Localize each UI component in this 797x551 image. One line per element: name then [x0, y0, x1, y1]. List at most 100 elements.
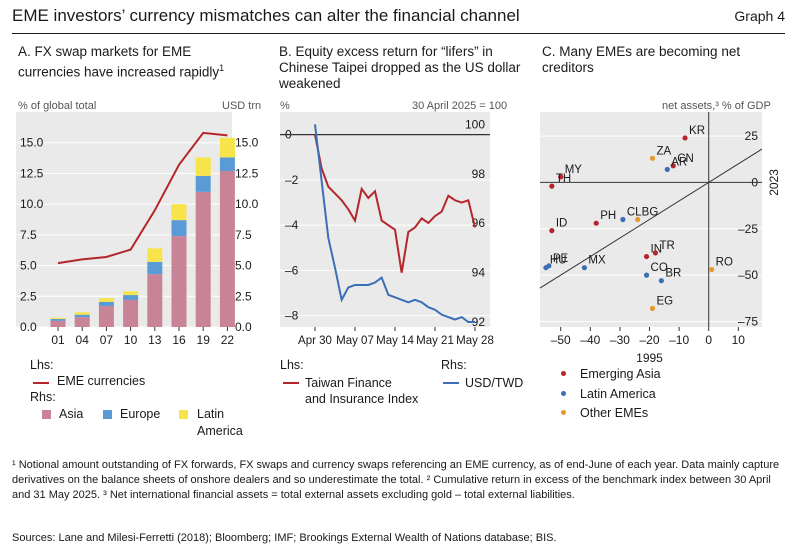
panel-c-x-tick: –20 [640, 333, 660, 347]
bar-asia [219, 170, 235, 327]
panel-a-right-tick: 5.0 [235, 259, 252, 273]
bar-europe [171, 220, 187, 237]
footnotes: ¹ Notional amount outstanding of FX forw… [12, 459, 780, 501]
panel-a-right-tick: 0.0 [235, 320, 252, 334]
line-taiwan-finance [314, 134, 476, 273]
point-label-id: ID [556, 218, 568, 230]
panel-b-x-tick: Apr 30 [298, 335, 332, 347]
bar-latin-america [98, 298, 114, 302]
legend-usd-twd: USD/TWD [465, 376, 524, 390]
point-kr [682, 135, 688, 141]
point-label-tr: TR [659, 240, 674, 252]
point-label-hu: HU [550, 255, 567, 267]
panel-b-x-tick: May 07 [336, 335, 374, 347]
point-label-za: ZA [656, 145, 671, 157]
header-rule [12, 33, 785, 34]
point-ph [593, 220, 599, 226]
bar-latin-america [123, 291, 139, 296]
graph-title: EME investors’ currency mismatches can a… [12, 6, 520, 25]
panel-a-x-tick: 22 [221, 333, 235, 347]
panel-c-y-tick: –50 [738, 268, 758, 282]
point-eg [649, 305, 656, 312]
point-label-eg: EG [656, 295, 673, 307]
point-in [643, 253, 650, 260]
panel-a-left-tick: 12.5 [20, 166, 44, 180]
panel-a-left-unit: % of global total [18, 100, 97, 112]
legend-asia: Asia [59, 407, 84, 421]
legend-europe-swatch [103, 410, 112, 419]
bar-europe [195, 175, 211, 192]
point-ro [709, 266, 715, 273]
point-label-br: BR [665, 268, 681, 280]
bar-latin-america [50, 317, 66, 320]
point-label-mx: MX [588, 255, 606, 267]
point-mx [581, 265, 587, 271]
bar-europe [219, 157, 235, 171]
point-label-my: MY [565, 164, 583, 176]
legend-emerging-asia-dot [561, 371, 566, 376]
bar-asia [123, 299, 139, 327]
line-usd-twd [314, 124, 475, 324]
panel-b-plot-area [280, 112, 490, 327]
legend-latam-line2: America [197, 424, 243, 438]
bar-latin-america [147, 248, 163, 262]
legend-other-emes-dot [561, 410, 566, 415]
legend-latin-america: Latin America [580, 387, 656, 401]
panel-c-x-tick: 10 [732, 333, 746, 347]
panel-c-x-tick: –10 [669, 333, 689, 347]
panel-b-left-tick: –6 [285, 263, 299, 277]
bar-latin-america [219, 137, 235, 158]
bar-asia [50, 320, 66, 327]
panel-a-lhs-label: Lhs: [30, 358, 54, 372]
graph-number: Graph 4 [734, 8, 785, 24]
panel-a-right-tick: 7.5 [235, 228, 252, 242]
panel-b-right-tick: 92 [472, 315, 486, 329]
point-id [549, 228, 555, 234]
panel-c-x-title: 1995 [636, 351, 663, 365]
point-co [643, 272, 650, 278]
point-my [558, 174, 564, 180]
legend-usd-swatch [443, 382, 459, 384]
point-label-co: CO [651, 262, 668, 274]
panel-b-left-tick: –8 [285, 309, 299, 323]
panel-b-right-unit: 30 April 2025 = 100 [412, 100, 508, 112]
bar-europe [123, 295, 139, 300]
panel-a-chart: 0.0 0.0 2.5 2.5 5.0 5.0 7.5 7.5 10.0 10.0 12.5 12.5… [16, 112, 259, 347]
legend-taiwan-line2: and Insurance Index [305, 392, 419, 406]
panel-b-left-unit: % [280, 100, 290, 112]
panel-c-chart: 250–25–50–75–50 –40 –30 –20 –10 0 10KRCNMYTHPH… [539, 112, 781, 365]
panel-b-left-tick: –2 [285, 173, 299, 187]
legend-latam-line1: Latin [197, 407, 225, 421]
legend-eme-line-swatch [33, 382, 49, 384]
panel-c-45-degree-line [539, 148, 763, 289]
panel-a-left-tick: 5.0 [20, 259, 37, 273]
point-label-bg: BG [642, 207, 659, 219]
legend-eme-currencies: EME currencies [57, 374, 146, 388]
legend-latin-america-dot [561, 391, 566, 396]
bar-europe [147, 261, 163, 275]
point-label-ar: AR [671, 156, 687, 168]
panel-c-x-tick: –40 [580, 333, 600, 347]
point-label-in: IN [651, 244, 663, 256]
panel-a-left-tick: 2.5 [20, 289, 37, 303]
panel-b-lhs-label: Lhs: [280, 358, 304, 372]
panel-b-x-tick: May 14 [376, 335, 414, 347]
bar-europe [74, 314, 90, 318]
panel-a-x-tick: 16 [172, 333, 186, 347]
panel-a-x-tick: 01 [51, 333, 65, 347]
point-label-th: TH [556, 173, 571, 185]
panel-c-y-tick: –25 [738, 222, 758, 236]
legend-emerging-asia: Emerging Asia [580, 367, 661, 381]
panel-a-right-tick: 15.0 [235, 136, 259, 150]
panel-a-right-unit: USD trn [222, 100, 262, 112]
panel-a-right-tick: 10.0 [235, 197, 259, 211]
bar-europe [98, 301, 114, 307]
panel-b-title: B. Equity excess return for “lifers” in … [279, 44, 521, 91]
bar-asia [98, 306, 114, 327]
point-cn [670, 163, 676, 169]
point-ar [664, 166, 670, 173]
legend-asia-swatch [42, 410, 51, 419]
panel-b-x-tick: May 28 [456, 335, 494, 347]
point-label-cl: CL [627, 207, 642, 219]
